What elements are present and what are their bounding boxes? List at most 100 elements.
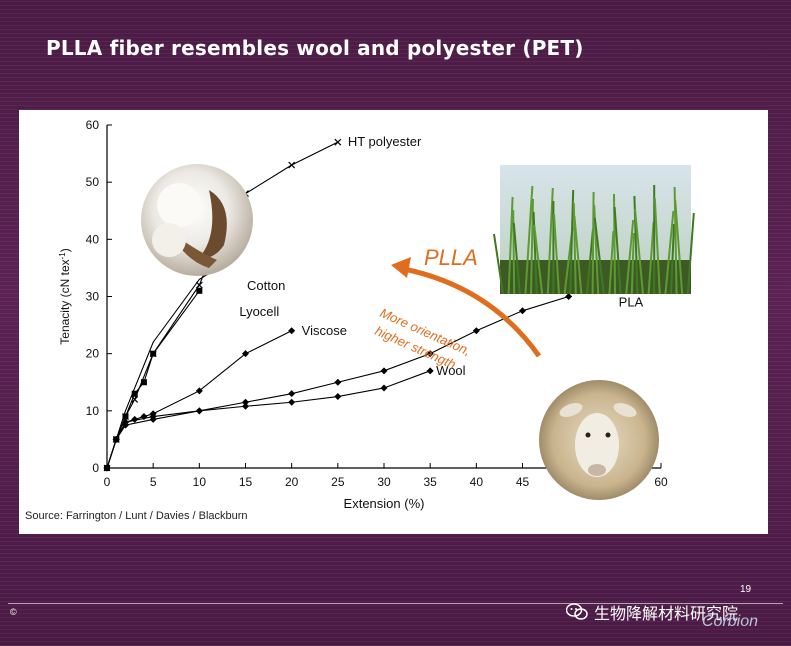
- sugarcane-photo: [493, 165, 695, 295]
- data-point: [380, 367, 388, 375]
- cane-blade: [572, 202, 577, 295]
- cane-blade: [553, 213, 560, 295]
- wechat-icon: [566, 603, 588, 620]
- data-point: [426, 350, 434, 358]
- cotton-photo: [141, 164, 253, 276]
- x-axis-label: Extension (%): [344, 496, 425, 511]
- plla-annotation: PLLA: [424, 245, 478, 270]
- cane-blade: [653, 197, 661, 295]
- data-point: [472, 327, 480, 335]
- y-tick-label: 60: [86, 118, 100, 132]
- cane-blade: [593, 204, 600, 295]
- data-point: [288, 390, 296, 398]
- data-point: [195, 387, 203, 395]
- brand-logo-text: Corbion: [702, 613, 759, 630]
- data-point: [131, 390, 138, 397]
- data-point: [242, 398, 249, 406]
- x-tick-label: 45: [516, 475, 530, 489]
- series-line: [106, 370, 431, 469]
- cane-blade: [608, 230, 615, 295]
- cane-blade: [512, 209, 516, 295]
- x-tick-label: 5: [150, 475, 157, 489]
- cane-blade: [524, 185, 534, 295]
- data-point: [121, 421, 129, 429]
- cane-blade: [573, 215, 583, 295]
- cane-blade: [630, 232, 635, 295]
- data-point: [288, 327, 296, 335]
- data-point: [195, 407, 203, 415]
- copyright-mark: ©: [10, 607, 17, 617]
- data-point: [242, 402, 249, 410]
- x-tick-label: 30: [377, 475, 391, 489]
- series-label: Viscose: [302, 323, 347, 338]
- axes: 0510152025303540455055600102030405060Ext…: [58, 118, 668, 511]
- cane-blade: [647, 221, 655, 295]
- data-point: [565, 293, 573, 300]
- data-point: [140, 379, 147, 386]
- y-tick-label: 0: [92, 461, 99, 475]
- watermark-text: 生物降解材料研究院: [594, 604, 739, 623]
- plla-arrow: [391, 257, 542, 358]
- data-point: [380, 384, 388, 392]
- cane-blade: [530, 198, 534, 295]
- watermark: 生物降解材料研究院: [566, 600, 738, 624]
- series-label: Cotton: [247, 278, 285, 293]
- data-point: [426, 367, 434, 375]
- footer-divider: [8, 603, 783, 604]
- data-point: [288, 161, 296, 169]
- x-tick-label: 35: [423, 475, 437, 489]
- series-wool: Wool: [103, 363, 466, 472]
- data-point: [103, 464, 111, 472]
- data-point: [334, 378, 342, 386]
- cane-blade: [613, 206, 622, 295]
- series-label: Lyocell: [239, 304, 279, 319]
- cane-blade: [507, 196, 514, 295]
- cane-blade: [673, 186, 678, 295]
- y-tick-label: 20: [86, 347, 100, 361]
- series-label: PLA: [619, 295, 644, 310]
- y-axis-label: Tenacity (cN tex-1): [58, 248, 72, 344]
- slide-title: PLLA fiber resembles wool and polyester …: [46, 36, 584, 60]
- x-tick-label: 40: [470, 475, 484, 489]
- cane-blade: [533, 224, 544, 295]
- x-tick-label: 60: [654, 475, 668, 489]
- source-text: Source: Farrington / Lunt / Davies / Bla…: [25, 510, 248, 522]
- x-tick-label: 25: [331, 475, 345, 489]
- data-point: [334, 138, 342, 146]
- cane-blade: [613, 193, 616, 295]
- y-tick-label: 10: [86, 404, 100, 418]
- data-point: [288, 398, 296, 406]
- x-tick-label: 15: [239, 475, 253, 489]
- cane-blade: [591, 191, 595, 295]
- plot-panel: 0510152025303540455055600102030405060Ext…: [19, 110, 768, 534]
- page-number: 19: [740, 584, 752, 595]
- y-tick-label: 30: [86, 290, 100, 304]
- data-point: [242, 350, 249, 358]
- cane-blade: [569, 189, 575, 295]
- cane-blade: [664, 210, 675, 295]
- sheep-photo: [539, 380, 659, 500]
- data-point: [150, 350, 157, 357]
- x-tick-label: 10: [193, 475, 207, 489]
- cane-blade: [493, 233, 504, 295]
- series-line: [106, 290, 200, 469]
- x-tick-label: 20: [285, 475, 299, 489]
- data-point: [196, 287, 203, 294]
- data-point: [519, 307, 526, 315]
- cane-blade: [670, 223, 675, 295]
- data-point: [334, 393, 342, 401]
- data-point: [112, 435, 120, 443]
- series-layer: HT polyester Lyocell Cotton Viscose PLA Wool: [103, 134, 644, 472]
- cane-blade: [546, 187, 554, 295]
- series-line: [106, 261, 228, 469]
- series-lyocell: Lyocell: [104, 287, 279, 471]
- series-label: HT polyester: [348, 134, 422, 149]
- y-tick-label: 50: [86, 175, 100, 189]
- series-viscose: Viscose: [103, 323, 347, 472]
- cane-blade: [674, 199, 684, 295]
- data-point: [149, 415, 157, 423]
- x-tick-label: 0: [104, 475, 111, 489]
- series-label: Wool: [436, 363, 465, 378]
- cane-blade: [593, 217, 605, 295]
